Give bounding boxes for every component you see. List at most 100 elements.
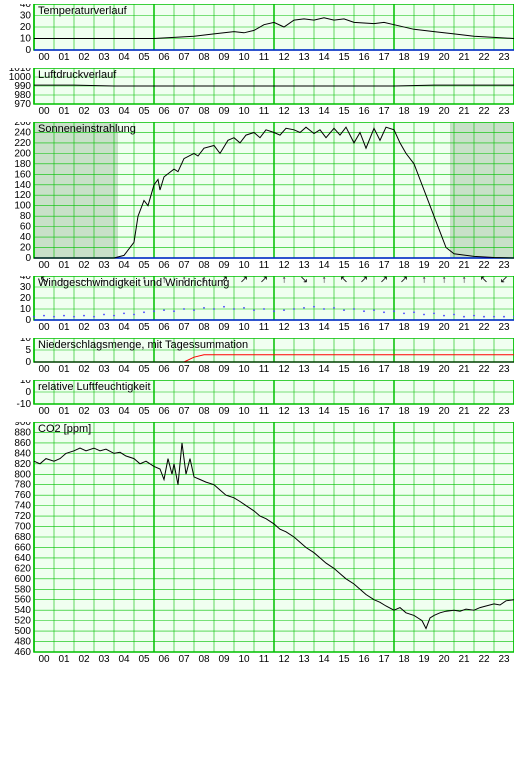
- svg-text:04: 04: [118, 364, 130, 374]
- svg-text:↗: ↗: [240, 276, 248, 286]
- svg-text:04: 04: [118, 654, 130, 664]
- svg-text:02: 02: [78, 260, 90, 270]
- svg-text:13: 13: [298, 364, 310, 374]
- svg-text:10: 10: [238, 52, 250, 62]
- svg-text:↘: ↘: [300, 276, 308, 286]
- svg-text:21: 21: [458, 260, 470, 270]
- svg-text:↑: ↑: [442, 276, 447, 286]
- svg-text:820: 820: [14, 459, 31, 470]
- svg-text:07: 07: [178, 52, 190, 62]
- svg-text:14: 14: [318, 260, 330, 270]
- svg-text:04: 04: [118, 106, 130, 116]
- svg-text:10: 10: [20, 304, 32, 315]
- svg-text:19: 19: [418, 322, 430, 332]
- svg-text:12: 12: [278, 260, 290, 270]
- svg-text:11: 11: [259, 106, 270, 116]
- svg-text:10: 10: [238, 260, 250, 270]
- svg-text:780: 780: [14, 480, 31, 491]
- chart-title: Windgeschwindigkeit und Windrichtung: [38, 277, 229, 289]
- svg-text:21: 21: [458, 364, 470, 374]
- svg-text:02: 02: [78, 322, 90, 332]
- svg-text:11: 11: [259, 52, 270, 62]
- svg-text:03: 03: [98, 406, 110, 416]
- svg-text:13: 13: [298, 106, 310, 116]
- svg-text:15: 15: [338, 364, 350, 374]
- svg-text:09: 09: [218, 52, 230, 62]
- svg-text:120: 120: [14, 190, 31, 201]
- svg-text:03: 03: [98, 322, 110, 332]
- svg-text:16: 16: [358, 406, 370, 416]
- svg-text:08: 08: [198, 52, 210, 62]
- svg-text:19: 19: [418, 260, 430, 270]
- svg-text:05: 05: [138, 260, 150, 270]
- svg-text:640: 640: [14, 553, 31, 564]
- svg-text:680: 680: [14, 532, 31, 543]
- svg-text:12: 12: [278, 322, 290, 332]
- svg-text:04: 04: [118, 406, 130, 416]
- svg-text:↙: ↙: [500, 276, 508, 286]
- svg-text:09: 09: [218, 260, 230, 270]
- svg-text:100: 100: [14, 201, 31, 212]
- svg-text:20: 20: [438, 52, 450, 62]
- svg-text:18: 18: [398, 260, 410, 270]
- svg-text:800: 800: [14, 469, 31, 480]
- svg-text:23: 23: [498, 106, 510, 116]
- svg-text:03: 03: [98, 654, 110, 664]
- svg-text:01: 01: [58, 406, 70, 416]
- svg-text:14: 14: [318, 654, 330, 664]
- svg-text:20: 20: [20, 22, 32, 33]
- svg-text:06: 06: [158, 364, 170, 374]
- svg-text:15: 15: [338, 52, 350, 62]
- svg-text:04: 04: [118, 52, 130, 62]
- svg-text:20: 20: [438, 364, 450, 374]
- svg-text:17: 17: [378, 654, 390, 664]
- svg-text:30: 30: [20, 11, 32, 22]
- chart-niederschlag: Niederschlagsmenge, mit Tagessummation05…: [4, 338, 514, 374]
- svg-text:16: 16: [358, 364, 370, 374]
- svg-text:19: 19: [418, 364, 430, 374]
- svg-text:10: 10: [20, 380, 32, 386]
- svg-text:02: 02: [78, 654, 90, 664]
- svg-text:17: 17: [378, 322, 390, 332]
- svg-text:09: 09: [218, 364, 230, 374]
- svg-text:14: 14: [318, 322, 330, 332]
- svg-text:05: 05: [138, 52, 150, 62]
- svg-text:12: 12: [278, 364, 290, 374]
- svg-text:19: 19: [418, 406, 430, 416]
- svg-text:00: 00: [38, 322, 50, 332]
- svg-text:220: 220: [14, 138, 31, 149]
- svg-text:22: 22: [478, 406, 490, 416]
- svg-text:16: 16: [358, 106, 370, 116]
- svg-text:5: 5: [25, 345, 31, 356]
- svg-text:↑: ↑: [462, 276, 467, 286]
- svg-text:06: 06: [158, 106, 170, 116]
- svg-text:160: 160: [14, 169, 31, 180]
- chart-co2: CO2 [ppm]4604805005205405605806006206406…: [4, 422, 514, 664]
- svg-text:720: 720: [14, 511, 31, 522]
- svg-text:21: 21: [458, 322, 470, 332]
- chart-temperatur: Temperaturverlauf01020304000010203040506…: [4, 4, 514, 62]
- svg-text:0: 0: [25, 357, 31, 368]
- svg-text:22: 22: [478, 106, 490, 116]
- svg-text:140: 140: [14, 180, 31, 191]
- svg-text:00: 00: [38, 106, 50, 116]
- svg-text:01: 01: [58, 52, 70, 62]
- svg-text:07: 07: [178, 364, 190, 374]
- svg-text:02: 02: [78, 52, 90, 62]
- svg-text:08: 08: [198, 364, 210, 374]
- svg-text:09: 09: [218, 322, 230, 332]
- svg-text:20: 20: [20, 293, 32, 304]
- svg-text:14: 14: [318, 106, 330, 116]
- svg-text:460: 460: [14, 647, 31, 658]
- chart-title: CO2 [ppm]: [38, 423, 91, 435]
- svg-text:21: 21: [458, 52, 470, 62]
- svg-text:240: 240: [14, 127, 31, 138]
- svg-text:06: 06: [158, 322, 170, 332]
- svg-text:21: 21: [458, 106, 470, 116]
- svg-text:14: 14: [318, 52, 330, 62]
- svg-text:16: 16: [358, 52, 370, 62]
- svg-text:23: 23: [498, 52, 510, 62]
- svg-text:10: 10: [238, 322, 250, 332]
- svg-text:20: 20: [438, 322, 450, 332]
- svg-text:15: 15: [338, 406, 350, 416]
